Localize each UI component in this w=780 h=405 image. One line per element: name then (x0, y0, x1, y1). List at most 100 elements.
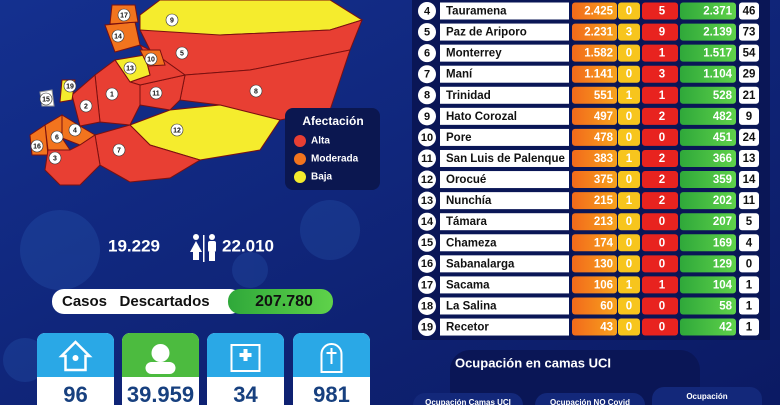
recovered-value: 169 (713, 237, 732, 249)
deaths-cell (642, 318, 678, 336)
deaths-cell (642, 86, 678, 104)
municipality: La Salina (446, 301, 497, 313)
active-cell (618, 192, 640, 210)
row-number: 12 (421, 174, 433, 186)
row-number: 11 (421, 153, 433, 165)
other-value: 9 (746, 111, 752, 123)
active-cell (618, 44, 640, 62)
deaths-value: 9 (659, 27, 665, 39)
region-marker (249, 84, 263, 98)
cases-cell (572, 318, 617, 336)
legend: Alta Moderada Baja (294, 135, 359, 183)
active-value: 1 (626, 195, 633, 207)
tomb-icon (320, 343, 343, 373)
deaths-cell (642, 297, 678, 315)
name-cell (440, 297, 569, 315)
deaths-value: 2 (659, 174, 665, 186)
active-cell (618, 149, 640, 167)
recovered-cell (680, 23, 736, 41)
municipality: Sabanalarga (446, 258, 515, 270)
row-number-badge (418, 233, 436, 252)
cases-cell (572, 23, 617, 41)
other-value: 13 (743, 153, 756, 165)
uci-labels: Ocupación Camas UCI Ocupación NO Covid Ocu… (413, 387, 762, 405)
uci-card (652, 387, 762, 405)
cases-value: 383 (594, 153, 613, 165)
other-value: 4 (746, 237, 753, 249)
cases-cell (572, 2, 617, 20)
region-label: 6 (55, 134, 59, 141)
table: 4 Tauramena 2.425 0 5 2.371 465 Paz de Ariporo 2… (418, 2, 759, 337)
active-value: 3 (626, 27, 632, 39)
other-cell (739, 213, 759, 231)
deaths-value: 0 (659, 237, 665, 249)
cases-cell (572, 276, 617, 294)
row-number: 18 (421, 300, 433, 312)
region-marker (48, 151, 62, 165)
region-marker (170, 123, 184, 137)
recovered-value: 482 (713, 111, 732, 123)
recovered-cell (680, 128, 736, 146)
legend-label: Baja (311, 172, 333, 183)
region-marker (39, 92, 53, 106)
recovered-cell (680, 171, 736, 189)
card-value: 39.959 (127, 382, 194, 405)
recovered-value: 42 (719, 322, 732, 334)
deaths-value: 0 (659, 322, 665, 334)
row-number: 19 (421, 321, 433, 333)
region-marker (111, 29, 125, 43)
name-cell (440, 107, 569, 125)
row-number-badge (418, 275, 436, 294)
hospital-icon-cross (239, 349, 252, 361)
active-cell (618, 276, 640, 294)
region-label: 12 (173, 127, 181, 134)
home-icon (58, 340, 93, 372)
deaths-cell (642, 192, 678, 210)
cases-value: 43 (600, 322, 613, 334)
cases-value: 106 (594, 279, 613, 291)
legend-swatch (294, 171, 306, 183)
deaths-value: 2 (659, 111, 665, 123)
other-value: 14 (743, 174, 756, 186)
active-value: 0 (626, 174, 632, 186)
region-marker (175, 46, 189, 60)
active-value: 0 (626, 69, 632, 81)
other-cell (739, 318, 759, 336)
row-number-badge (418, 65, 436, 84)
region-marker (144, 52, 158, 66)
uci-label: Ocupación (686, 392, 727, 401)
active-cell (618, 128, 640, 146)
active-value: 0 (626, 322, 632, 334)
municipality: Támara (446, 216, 488, 228)
other-value: 54 (743, 48, 756, 60)
recovered-value: 104 (713, 279, 733, 291)
row-number: 14 (421, 216, 434, 228)
region-marker (105, 87, 119, 101)
cases-cell (572, 213, 617, 231)
name-cell (440, 44, 569, 62)
uci-card (535, 393, 645, 405)
deaths-cell (642, 149, 678, 167)
active-value: 1 (626, 153, 633, 165)
active-cell (618, 234, 640, 252)
deaths-value: 2 (659, 195, 665, 207)
other-cell (739, 2, 759, 20)
uci-title: Ocupación en camas UCI (455, 355, 611, 370)
municipality: San Luis de Palenque (446, 153, 565, 165)
active-cell (618, 318, 640, 336)
municipality: Trinidad (446, 90, 491, 102)
cases-value: 1.582 (584, 48, 613, 60)
row-number: 17 (421, 279, 433, 291)
deaths-cell (642, 128, 678, 146)
region-marker (149, 86, 163, 100)
row-number-badge (418, 149, 436, 168)
row-number-badge (418, 128, 436, 147)
other-value: 5 (746, 216, 753, 228)
cases-cell (572, 297, 617, 315)
other-value: 11 (743, 195, 756, 207)
row-number-badge (418, 191, 436, 210)
region-marker (123, 61, 137, 75)
other-cell (739, 276, 759, 294)
other-cell (739, 234, 759, 252)
